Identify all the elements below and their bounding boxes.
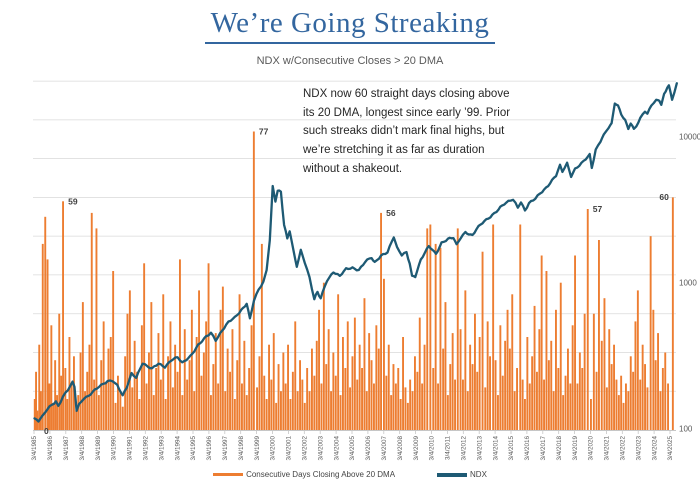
- svg-text:57: 57: [593, 204, 603, 214]
- svg-text:3/4/2020: 3/4/2020: [588, 436, 595, 461]
- svg-text:0: 0: [44, 426, 49, 436]
- svg-text:3/4/2008: 3/4/2008: [397, 436, 404, 461]
- svg-text:3/4/2006: 3/4/2006: [365, 436, 372, 461]
- svg-text:1000: 1000: [679, 279, 697, 288]
- svg-text:3/4/2018: 3/4/2018: [556, 436, 563, 461]
- x-axis: 3/4/1985 3/4/1986 3/4/1987 3/4/1988 3/4/1989…: [31, 430, 676, 461]
- legend-label-ndx: NDX: [470, 470, 487, 479]
- svg-text:3/4/2016: 3/4/2016: [524, 436, 531, 461]
- svg-text:60: 60: [659, 192, 669, 202]
- svg-text:3/4/1996: 3/4/1996: [206, 436, 213, 461]
- svg-text:3/4/2014: 3/4/2014: [492, 436, 499, 461]
- svg-text:3/4/1990: 3/4/1990: [111, 436, 118, 461]
- svg-text:3/4/2010: 3/4/2010: [429, 436, 436, 461]
- svg-text:3/4/1994: 3/4/1994: [174, 436, 181, 461]
- svg-text:56: 56: [386, 208, 396, 218]
- legend-swatch-streaks: [213, 473, 244, 476]
- svg-text:3/4/1992: 3/4/1992: [143, 436, 150, 461]
- svg-text:3/4/1999: 3/4/1999: [254, 436, 261, 461]
- svg-text:3/4/2025: 3/4/2025: [667, 436, 674, 461]
- svg-text:3/4/1989: 3/4/1989: [95, 436, 102, 461]
- svg-text:3/4/2021: 3/4/2021: [604, 436, 611, 461]
- legend: Consecutive Days Closing Above 20 DMA ND…: [0, 470, 700, 479]
- svg-text:3/4/2015: 3/4/2015: [508, 436, 515, 461]
- svg-text:10000: 10000: [679, 133, 700, 142]
- svg-text:3/4/2002: 3/4/2002: [302, 436, 309, 461]
- gridlines: [33, 80, 676, 392]
- right-axis-labels: 100 1000 10000: [679, 133, 700, 434]
- legend-item-ndx: NDX: [437, 470, 487, 479]
- annotation-text: NDX now 60 straight days closing above i…: [303, 88, 511, 175]
- svg-text:3/4/2023: 3/4/2023: [635, 436, 642, 461]
- page-title: We’re Going Streaking: [204, 7, 496, 44]
- svg-text:3/4/2007: 3/4/2007: [381, 436, 388, 461]
- svg-text:3/4/1995: 3/4/1995: [190, 436, 197, 461]
- svg-text:3/4/1991: 3/4/1991: [127, 436, 134, 461]
- legend-swatch-ndx: [437, 472, 468, 477]
- legend-label-streaks: Consecutive Days Closing Above 20 DMA: [246, 470, 396, 479]
- svg-text:3/4/2000: 3/4/2000: [270, 436, 277, 461]
- svg-text:3/4/2017: 3/4/2017: [540, 436, 547, 461]
- svg-text:3/4/2011: 3/4/2011: [445, 436, 452, 461]
- svg-text:3/4/1997: 3/4/1997: [222, 436, 229, 461]
- svg-text:3/4/2005: 3/4/2005: [349, 436, 356, 461]
- chart-subtitle: NDX w/Consecutive Closes > 20 DMA: [256, 55, 444, 67]
- svg-text:59: 59: [68, 196, 78, 206]
- svg-text:3/4/2003: 3/4/2003: [317, 436, 324, 461]
- streak-bars-series: [33, 131, 674, 430]
- svg-text:3/4/1986: 3/4/1986: [47, 436, 54, 461]
- legend-item-streaks: Consecutive Days Closing Above 20 DMA: [213, 470, 395, 479]
- svg-text:3/4/2012: 3/4/2012: [461, 436, 468, 461]
- ndx-line: [33, 82, 678, 423]
- point-labels: 0 59 77 56 57 60: [44, 126, 669, 436]
- svg-text:77: 77: [259, 126, 269, 136]
- svg-text:3/4/2024: 3/4/2024: [651, 436, 658, 461]
- svg-text:3/4/1993: 3/4/1993: [158, 436, 165, 461]
- svg-text:3/4/2019: 3/4/2019: [572, 436, 579, 461]
- svg-text:3/4/2009: 3/4/2009: [413, 436, 420, 461]
- svg-text:3/4/2022: 3/4/2022: [620, 436, 627, 461]
- svg-text:3/4/1987: 3/4/1987: [63, 436, 70, 461]
- svg-text:3/4/1998: 3/4/1998: [238, 436, 245, 461]
- svg-text:100: 100: [679, 425, 693, 434]
- svg-text:3/4/1985: 3/4/1985: [31, 436, 38, 461]
- svg-text:3/4/2004: 3/4/2004: [333, 436, 340, 461]
- svg-text:3/4/2001: 3/4/2001: [286, 436, 293, 461]
- title-wrap: We’re Going Streaking: [0, 7, 700, 44]
- svg-text:3/4/2013: 3/4/2013: [476, 436, 483, 461]
- svg-text:3/4/1988: 3/4/1988: [79, 436, 86, 461]
